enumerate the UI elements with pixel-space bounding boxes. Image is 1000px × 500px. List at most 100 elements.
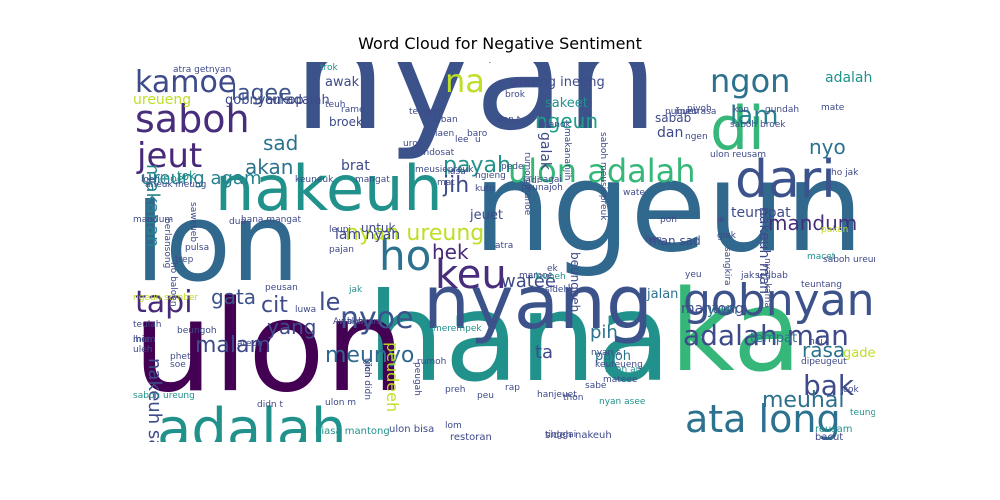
word-gundah-92: gundah [765, 105, 799, 115]
word-nyan-aneuk-127: nyan aneuk [605, 365, 659, 375]
word-yeu-120: yeu [685, 270, 702, 280]
word-sangkira-170: sangkira [722, 247, 732, 286]
word-tempat-69: tempat [750, 331, 797, 346]
word-macet-117: macet [807, 252, 836, 262]
word-bacut-88: bacut [815, 432, 843, 442]
word-ulon-m-105: ulon m [325, 398, 356, 408]
word-phet-99: phet [170, 352, 191, 362]
word-saboh-ureung-192: saboh ureung [823, 255, 875, 265]
word-pulsa-93: pulsa [185, 243, 209, 253]
word-man-sad-74: man sad [649, 234, 701, 248]
word-teumpat-60: teumpat [731, 205, 791, 221]
word-dan-58: dan [657, 125, 683, 141]
word-le-28: le [319, 288, 340, 316]
word-mat-144: mat [437, 178, 455, 188]
word-ho-jak-115: ho jak [831, 168, 859, 178]
word-jich-181: jich [362, 361, 372, 378]
word-uroe-164: uroe [403, 139, 424, 149]
word-watee-41: watee [501, 271, 556, 292]
word-sabab-76: sabab [655, 111, 691, 125]
word-lon-5: lon [135, 181, 300, 306]
word-sabe-128: sabe [585, 381, 607, 391]
word-saboh-broek-80: saboh broek [730, 120, 786, 130]
word-piyoh-152: piyoh [687, 104, 712, 114]
word-tinggai-82: tinggai [545, 430, 576, 440]
word-gadeuh-70: gadeuh [843, 346, 875, 361]
word-sideh-122: sideh [545, 285, 569, 295]
word-preh-183: preh [445, 385, 465, 395]
word-nakeuh-man-61: nakeuh man [756, 207, 772, 294]
word-atra-137: atra [495, 241, 513, 251]
word-tapi-24: tapi [135, 285, 193, 320]
word-pajoh-71: pajoh [595, 349, 631, 364]
word-ulon-3: ulon [133, 273, 405, 420]
word-rumoh-106: rumoh [417, 357, 446, 367]
word-mamoe-174: mamoe [519, 271, 554, 281]
word-laen-160: laen [435, 129, 454, 139]
word-u-163: u [475, 135, 481, 145]
word-dua-189: dua [229, 217, 246, 227]
word-trep-94: trep [175, 255, 194, 265]
word-lam-25: lam [730, 101, 778, 131]
word-ureung-ineung-63: ureung ineung [510, 75, 605, 90]
word-jih-36: jih [442, 173, 469, 198]
word-bak-23: bak [803, 369, 855, 402]
word-pubuet-151: pubuet [665, 107, 697, 117]
word-mangat-113: mangat [355, 175, 390, 185]
word-pajan-136: pajan [329, 245, 354, 255]
word-ata-long-16: ata long [685, 397, 841, 441]
word-untuk-73: untuk [361, 221, 396, 235]
word-saboh-meusiepreuk-169: saboh meusiepreuk [598, 132, 608, 221]
word-keuneuk-112: keuneuk [295, 175, 334, 185]
word-leubeh-121: leubeh [535, 272, 566, 282]
word-hanjeuet-185: hanjeuet [537, 390, 577, 400]
word-thon-108: thon [563, 393, 583, 403]
word-sagai-146: sagai [538, 175, 562, 185]
word-na-20: na [445, 62, 485, 100]
word-ho-13: ho [379, 231, 431, 280]
word-manok-147: manok [540, 120, 571, 130]
word-yang-43: yang [267, 315, 316, 339]
word-teungoh-111: teungoh [850, 408, 875, 418]
word-loen-178: loen [141, 175, 160, 185]
word-pakon-116: pakon [821, 225, 848, 235]
word-nakeuh-saboh-54: nakeuh saboh [144, 358, 165, 442]
word-malam-44: malam [195, 333, 271, 358]
word-asa-143: asa [450, 167, 466, 177]
word-teuntang-172: teuntang [801, 280, 842, 290]
word-nyan-ureung-29: nyan ureung [345, 221, 484, 246]
word-awak-62: awak [325, 75, 360, 90]
word-mate-114: mate [821, 103, 845, 113]
word-teuh-156: teuh [325, 100, 345, 110]
word-uleh-98: uleh [133, 345, 152, 355]
word-poh-154: poh [660, 215, 677, 225]
word-gobnyan-adalah-64: gobnyan adalah [225, 93, 330, 108]
word-sad-32: sad [263, 131, 298, 155]
word-ureung-agam-49: ureung agam [141, 168, 261, 189]
word-han-155: han [645, 235, 662, 245]
word-makananjih-168: makananjih [562, 128, 572, 180]
word-jak-131: jak [348, 285, 363, 295]
word-gata-42: gata [211, 285, 256, 309]
word-saboh-ureung-101: saboh ureung [133, 391, 195, 401]
word-teulah-95: teulah [133, 320, 162, 330]
word-awaknyan-176: Awaknyan [333, 317, 379, 327]
word-saweueb-190: saweueb [188, 202, 198, 242]
word-peusan-133: peusan [265, 283, 298, 293]
word-mantong-52: mantong [681, 301, 744, 317]
word-nyoe-22: nyoe [340, 301, 414, 336]
word-aneuk-ineung-177: aneuk ineung [145, 180, 206, 190]
word-berlansong-182: berlansong [162, 218, 172, 268]
word-tok-78: tok [177, 169, 196, 183]
word-ngeun-1: ngeun [473, 136, 864, 280]
word-kon-91: kon [733, 105, 749, 115]
word-atra-getnyan-89: atra getnyan [173, 65, 231, 75]
word-biasa-mantong-83: biasa mantong [315, 426, 390, 437]
word-ulon-bisa-84: ulon bisa [389, 424, 434, 435]
word-ta-45: ta [535, 342, 553, 363]
word-lom-130: lom [445, 421, 462, 431]
word-nyan-s-126: nyan s [591, 348, 621, 358]
word-gobnyan-11: gobnyan [683, 275, 875, 326]
